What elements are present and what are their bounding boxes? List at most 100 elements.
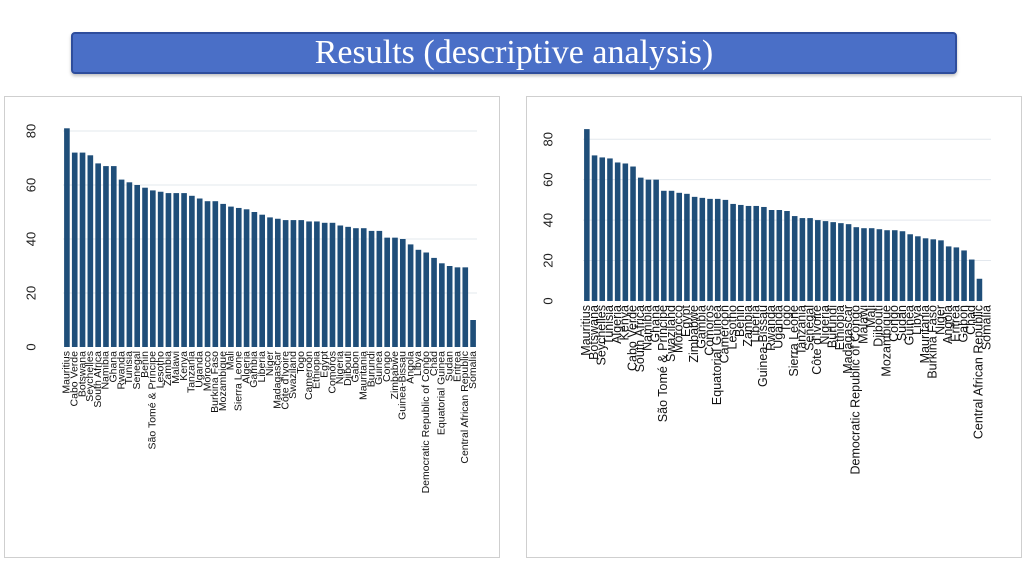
bar bbox=[228, 206, 234, 347]
y-tick-label: 80 bbox=[540, 132, 555, 146]
x-category-label: Cameroon bbox=[303, 351, 315, 400]
x-category-label: Libya bbox=[910, 305, 924, 335]
bar bbox=[282, 220, 289, 347]
x-category-label: Tunisia bbox=[602, 305, 616, 345]
x-category-label: São Tomé & Príncipe bbox=[656, 305, 670, 422]
bar bbox=[622, 163, 629, 301]
x-category-label: Central African Republic bbox=[972, 305, 986, 439]
bar bbox=[251, 212, 258, 347]
x-category-label: Djibouti bbox=[342, 351, 354, 386]
bar bbox=[204, 201, 211, 347]
y-tick-label: 20 bbox=[23, 286, 38, 300]
x-category-label: Burkina Faso bbox=[926, 305, 940, 379]
x-category-label: Zambia bbox=[741, 305, 755, 347]
x-category-label: Mauritania bbox=[358, 351, 370, 400]
x-category-label: Libya bbox=[412, 351, 424, 376]
x-category-label: Sudan bbox=[443, 351, 455, 382]
bar bbox=[653, 179, 659, 301]
x-category-label: Sudan bbox=[895, 305, 909, 341]
x-category-label: Benin bbox=[139, 351, 151, 378]
chart-panel-left: 0 20 40 60 80 Mauritius Cabo Verde Botswana Seyc… bbox=[4, 96, 500, 558]
y-tick-label: 40 bbox=[540, 213, 555, 227]
x-category-label: Guinea bbox=[373, 351, 385, 385]
bar bbox=[776, 210, 783, 301]
x-category-label: Burkina Faso bbox=[209, 351, 221, 413]
bar bbox=[462, 267, 469, 347]
x-category-label: Djibouti bbox=[872, 305, 886, 347]
bar bbox=[892, 230, 898, 301]
x-category-label: Congo bbox=[887, 305, 901, 342]
x-category-label: Angola bbox=[941, 305, 955, 344]
x-category-label: Niger bbox=[264, 350, 276, 376]
bar bbox=[745, 205, 752, 301]
bar bbox=[953, 247, 960, 301]
x-category-label: Lesotho bbox=[154, 351, 166, 389]
x-category-label: Senegal bbox=[802, 305, 816, 351]
bar bbox=[722, 199, 729, 301]
bar bbox=[915, 236, 921, 301]
bar bbox=[584, 129, 590, 301]
bar bbox=[753, 205, 759, 301]
bar bbox=[676, 192, 682, 301]
x-category-label: Gabon bbox=[956, 305, 970, 343]
bar bbox=[134, 185, 141, 347]
x-category-label: Togo bbox=[295, 351, 307, 374]
x-category-label: Burundi bbox=[365, 351, 377, 387]
x-category-label: Algeria bbox=[610, 305, 624, 344]
y-tick-label: 40 bbox=[23, 232, 38, 246]
bar bbox=[446, 266, 453, 347]
bar bbox=[637, 177, 644, 301]
bar bbox=[345, 226, 351, 347]
bar bbox=[150, 190, 156, 347]
bar bbox=[189, 195, 195, 347]
x-category-label: Zimbabwe bbox=[389, 351, 401, 400]
bar bbox=[899, 231, 906, 301]
bar bbox=[407, 244, 414, 347]
x-category-label: Mauritania bbox=[918, 305, 932, 363]
bar bbox=[243, 209, 250, 347]
y-tick-label: 0 bbox=[23, 343, 38, 350]
x-category-label: Mauritius bbox=[61, 351, 73, 394]
bar bbox=[267, 217, 273, 347]
bar bbox=[691, 196, 698, 301]
x-category-label: Namibia bbox=[100, 351, 112, 390]
bar bbox=[707, 198, 713, 301]
bar bbox=[853, 227, 860, 301]
bar bbox=[165, 193, 172, 347]
bar bbox=[298, 220, 305, 347]
y-tick-label: 20 bbox=[540, 253, 555, 267]
bar bbox=[868, 228, 875, 301]
bar bbox=[353, 228, 359, 347]
bar bbox=[87, 155, 94, 347]
x-category-label: Seychelles bbox=[595, 305, 609, 365]
bar bbox=[368, 230, 375, 347]
bar bbox=[738, 204, 744, 301]
x-category-label: Kenya bbox=[618, 305, 632, 340]
x-category-label: Equatorial Guinea bbox=[436, 351, 448, 435]
bar bbox=[181, 193, 187, 347]
x-category-label: Tanzania bbox=[186, 351, 198, 393]
x-category-label: Somalia bbox=[979, 305, 993, 350]
x-category-label: Botswana bbox=[587, 305, 601, 360]
bar bbox=[930, 239, 937, 301]
x-category-label: Comoros bbox=[702, 305, 716, 356]
slide-title-bar: Results (descriptive analysis) bbox=[71, 32, 957, 74]
bar bbox=[922, 238, 929, 301]
x-category-label: Madagascar bbox=[272, 350, 284, 408]
bar bbox=[290, 220, 297, 347]
bar bbox=[791, 216, 798, 301]
bar bbox=[630, 166, 636, 301]
bar bbox=[968, 259, 975, 301]
x-category-label: Angola bbox=[404, 351, 416, 384]
x-category-label: Rwanda bbox=[115, 351, 127, 390]
x-category-label: Uganda bbox=[193, 351, 205, 388]
bar bbox=[142, 187, 148, 347]
x-category-label: Malawi bbox=[856, 305, 870, 344]
x-category-label: Côte d'Ivoire bbox=[810, 305, 824, 375]
bar bbox=[314, 221, 320, 347]
x-category-label: Nigeria bbox=[334, 351, 346, 384]
bar bbox=[173, 193, 180, 347]
x-category-label: Botswana bbox=[76, 351, 88, 397]
x-category-label: Ethiopia bbox=[833, 305, 847, 350]
